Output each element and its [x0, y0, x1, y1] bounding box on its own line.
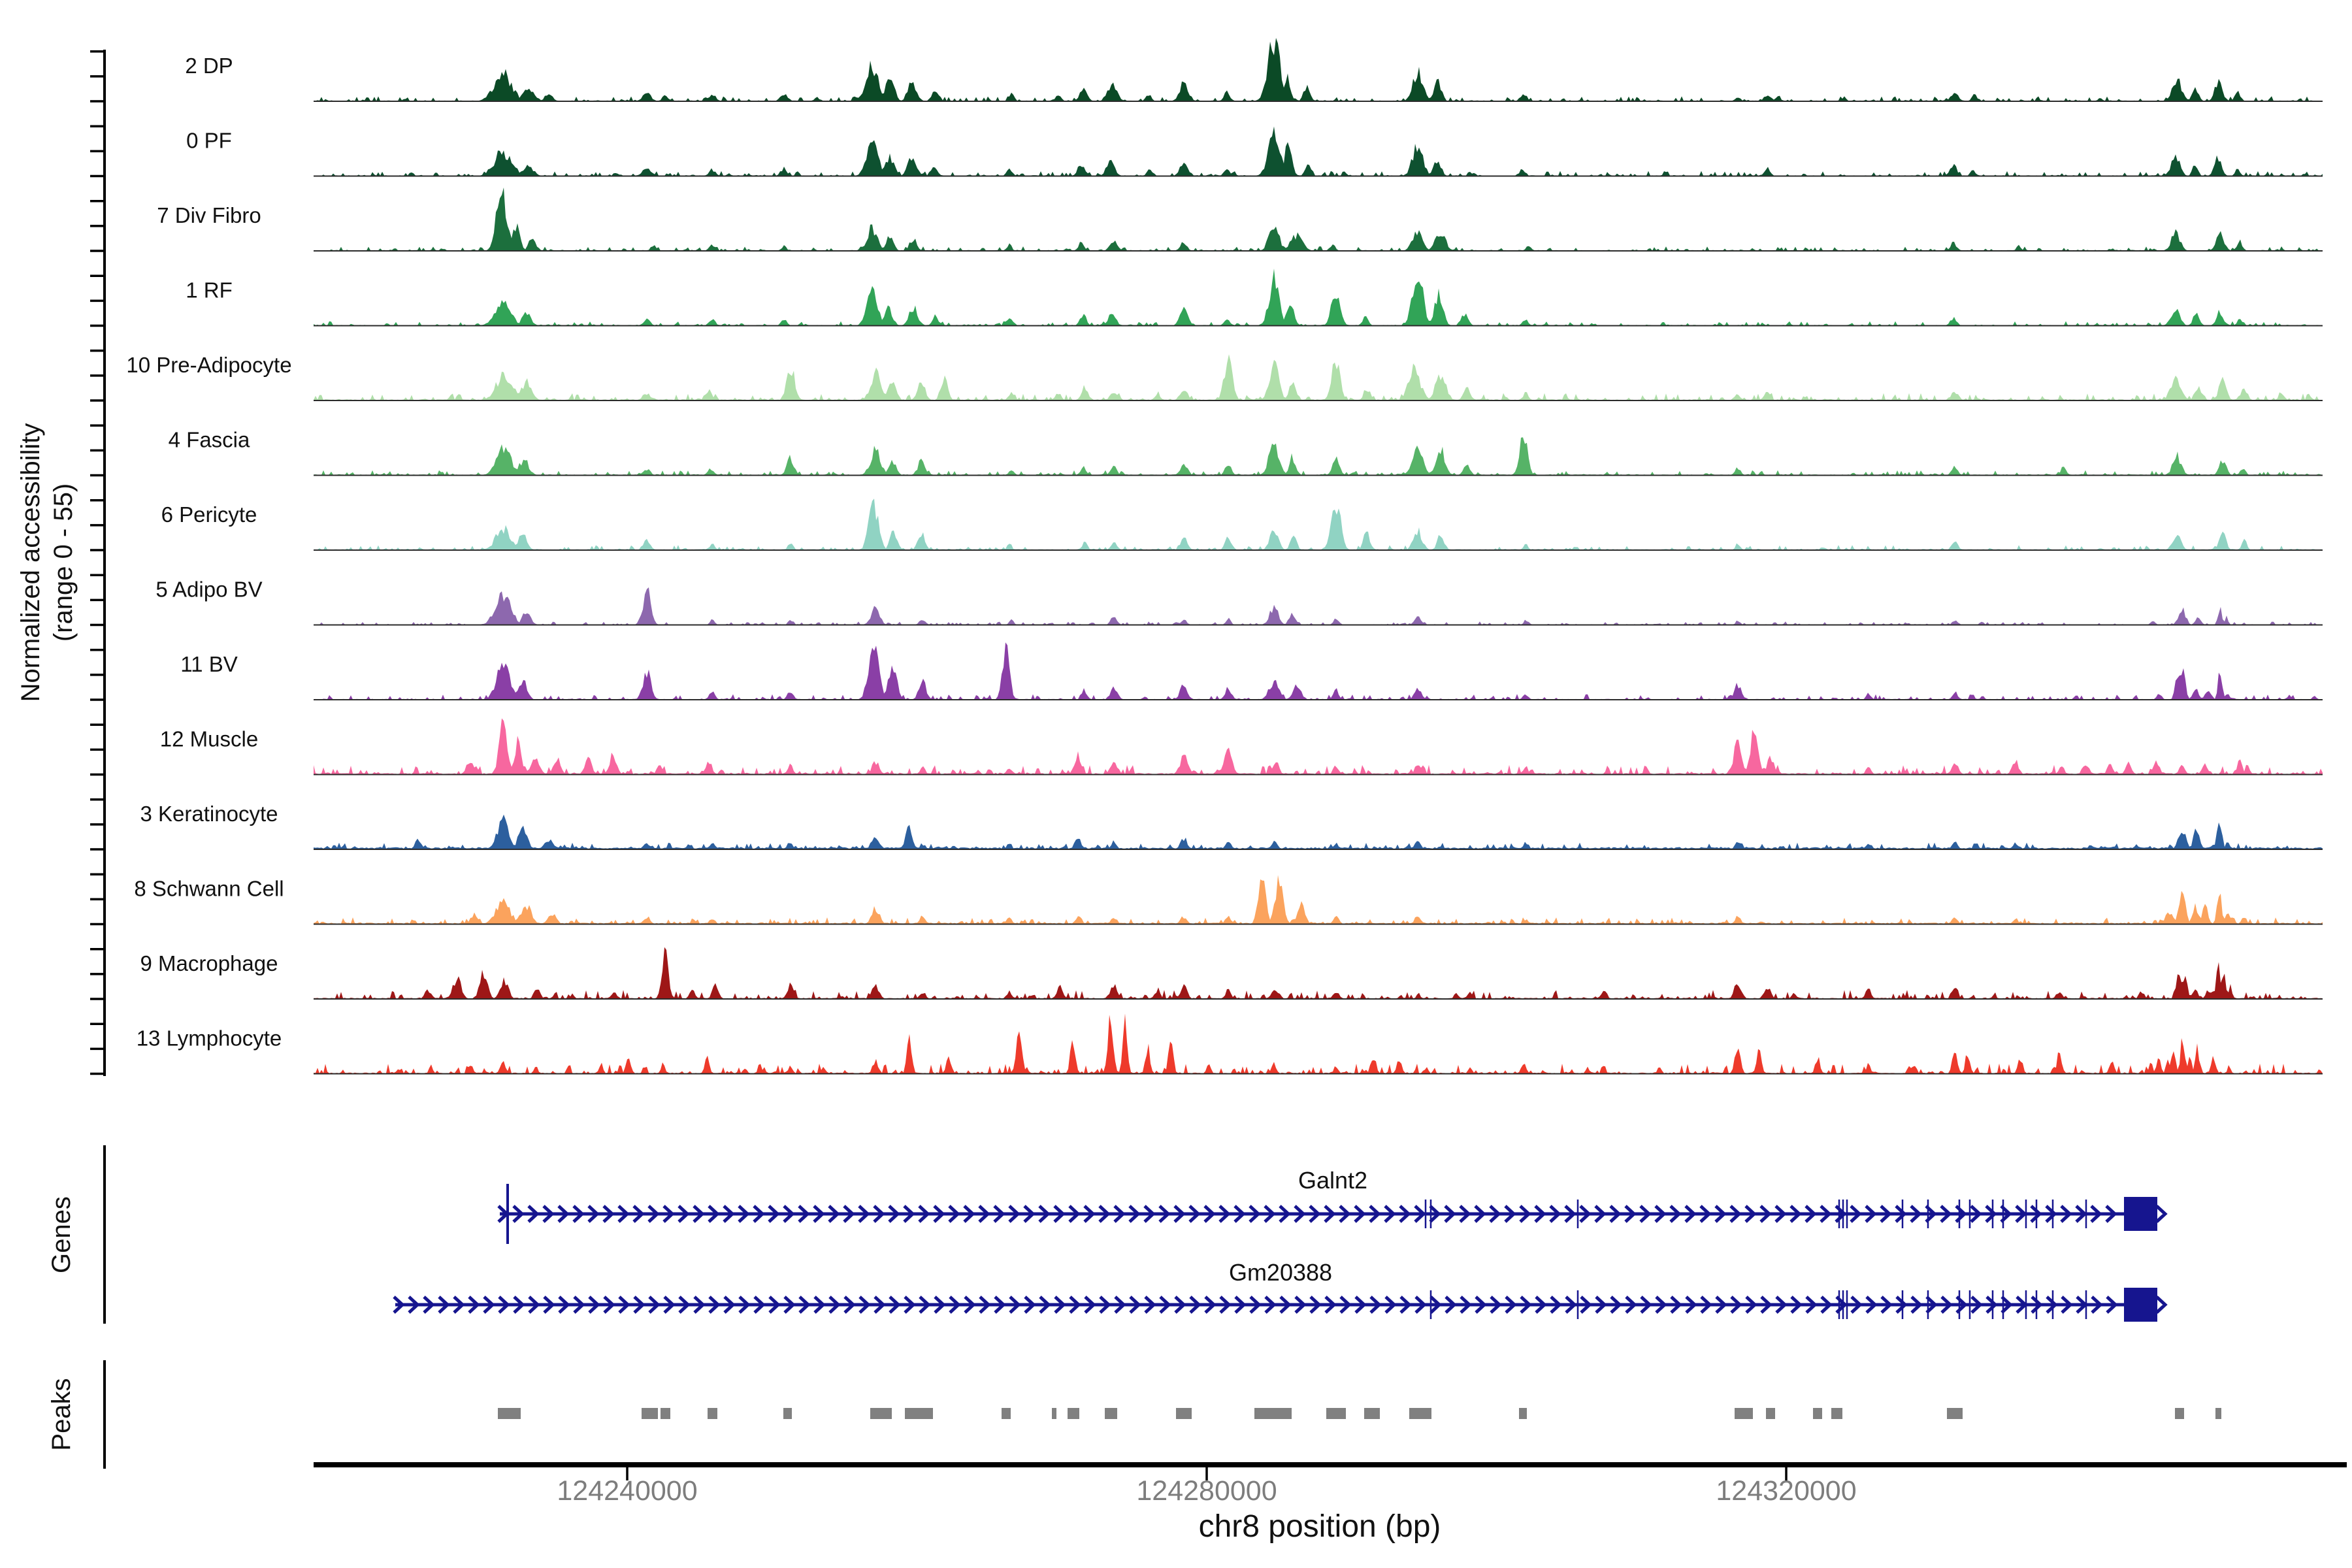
- coverage-signal: [314, 437, 2323, 476]
- gene-name-label: Gm20388: [1229, 1259, 1332, 1286]
- track-1-rf: 1 RF: [186, 269, 2323, 327]
- peak-interval: [1735, 1408, 1753, 1419]
- peak-interval: [642, 1408, 658, 1419]
- coverage-signal: [314, 642, 2323, 700]
- transcription-direction-arrows: [393, 1296, 2168, 1314]
- coverage-signal: [314, 587, 2323, 625]
- coverage-signal: [314, 1013, 2323, 1074]
- coverage-signal: [314, 947, 2323, 999]
- track-4-fascia: 4 Fascia: [169, 428, 2323, 476]
- coverage-signal: [314, 718, 2323, 775]
- peak-interval: [1519, 1408, 1527, 1419]
- x-axis-tick-label: 124280000: [1136, 1475, 1277, 1507]
- peak-interval: [905, 1408, 933, 1419]
- track-6-pericyte: 6 Pericyte: [161, 498, 2323, 551]
- peak-interval: [1831, 1408, 1842, 1419]
- terminal-exon-box: [2124, 1288, 2157, 1322]
- track-label: 6 Pericyte: [161, 502, 257, 527]
- track-label: 11 BV: [180, 652, 237, 676]
- gene-gm20388: Gm20388: [393, 1259, 2168, 1322]
- track-label: 3 Keratinocyte: [140, 802, 278, 826]
- track-label: 5 Adipo BV: [155, 578, 262, 602]
- track-7-div-fibro: 7 Div Fibro: [157, 188, 2323, 252]
- track-label: 12 Muscle: [160, 727, 258, 751]
- terminal-exon-box: [2124, 1197, 2157, 1231]
- peak-interval: [1364, 1408, 1380, 1419]
- track-label: 0 PF: [186, 129, 232, 153]
- coverage-signal: [314, 269, 2323, 326]
- x-axis-tick-label: 124320000: [1716, 1475, 1856, 1507]
- gene-galnt2: Galnt2: [497, 1167, 2168, 1244]
- coverage-signal: [314, 126, 2323, 176]
- peak-interval: [1105, 1408, 1117, 1419]
- peak-interval: [1766, 1408, 1775, 1419]
- x-axis-ticks: 124240000 124280000 124320000: [557, 1467, 1857, 1507]
- gene-name-label: Galnt2: [1298, 1167, 1367, 1194]
- coverage-signal: [314, 814, 2323, 849]
- coverage-signal: [314, 498, 2323, 550]
- peak-interval: [1813, 1408, 1822, 1419]
- peak-interval: [1068, 1408, 1079, 1419]
- peak-interval: [1002, 1408, 1011, 1419]
- track-label: 7 Div Fibro: [157, 203, 261, 227]
- peak-interval: [498, 1408, 521, 1419]
- gene-models: Galnt2 Gm20388: [393, 1167, 2168, 1322]
- peak-interval: [1947, 1408, 1963, 1419]
- peak-interval: [2175, 1408, 2184, 1419]
- track-label: 13 Lymphocyte: [137, 1026, 282, 1051]
- peak-interval: [1254, 1408, 1292, 1419]
- coverage-signal: [314, 38, 2323, 101]
- peaks-row: [498, 1408, 2221, 1419]
- coverage-signal: [314, 354, 2323, 400]
- track-2-dp: 2 DP: [185, 38, 2323, 102]
- track-label: 9 Macrophage: [140, 951, 278, 975]
- x-axis-tick-label: 124240000: [557, 1475, 697, 1507]
- peak-interval: [1326, 1408, 1346, 1419]
- track-10-pre-adipocyte: 10 Pre-Adipocyte: [126, 353, 2323, 401]
- peaks-section-label: Peaks: [47, 1378, 76, 1450]
- track-label: 8 Schwann Cell: [134, 877, 284, 901]
- peak-interval: [783, 1408, 792, 1419]
- x-axis-title: chr8 position (bp): [1199, 1509, 1441, 1544]
- track-5-adipo-bv: 5 Adipo BV: [155, 578, 2323, 626]
- track-0-pf: 0 PF: [186, 126, 2323, 177]
- y-axis-ticks: [90, 50, 105, 1075]
- track-3-keratinocyte: 3 Keratinocyte: [140, 802, 2323, 850]
- y-axis-label-line2: (range 0 - 55): [49, 483, 78, 642]
- track-11-bv: 11 BV: [180, 642, 2323, 700]
- peak-interval: [1409, 1408, 1431, 1419]
- peak-interval: [2215, 1408, 2221, 1419]
- track-label: 4 Fascia: [169, 428, 250, 452]
- coverage-signal: [314, 875, 2323, 924]
- track-label: 2 DP: [185, 54, 233, 78]
- track-9-macrophage: 9 Macrophage: [140, 947, 2323, 1000]
- peak-interval: [870, 1408, 892, 1419]
- y-axis-label-line1: Normalized accessibility: [16, 423, 45, 702]
- peak-interval: [1176, 1408, 1192, 1419]
- peak-interval: [1052, 1408, 1056, 1419]
- coverage-signal: [314, 188, 2323, 251]
- track-label: 1 RF: [186, 278, 233, 302]
- track-label: 10 Pre-Adipocyte: [126, 353, 291, 377]
- peak-interval: [661, 1408, 670, 1419]
- track-13-lymphocyte: 13 Lymphocyte: [137, 1013, 2323, 1075]
- track-12-muscle: 12 Muscle: [160, 718, 2323, 776]
- accessibility-tracks: 2 DP 0 PF 7 Div Fibro 1 RF 10 Pre-Adipocyte 4…: [126, 38, 2323, 1075]
- peak-interval: [708, 1408, 717, 1419]
- track-8-schwann-cell: 8 Schwann Cell: [134, 875, 2323, 925]
- genes-section-label: Genes: [47, 1196, 76, 1273]
